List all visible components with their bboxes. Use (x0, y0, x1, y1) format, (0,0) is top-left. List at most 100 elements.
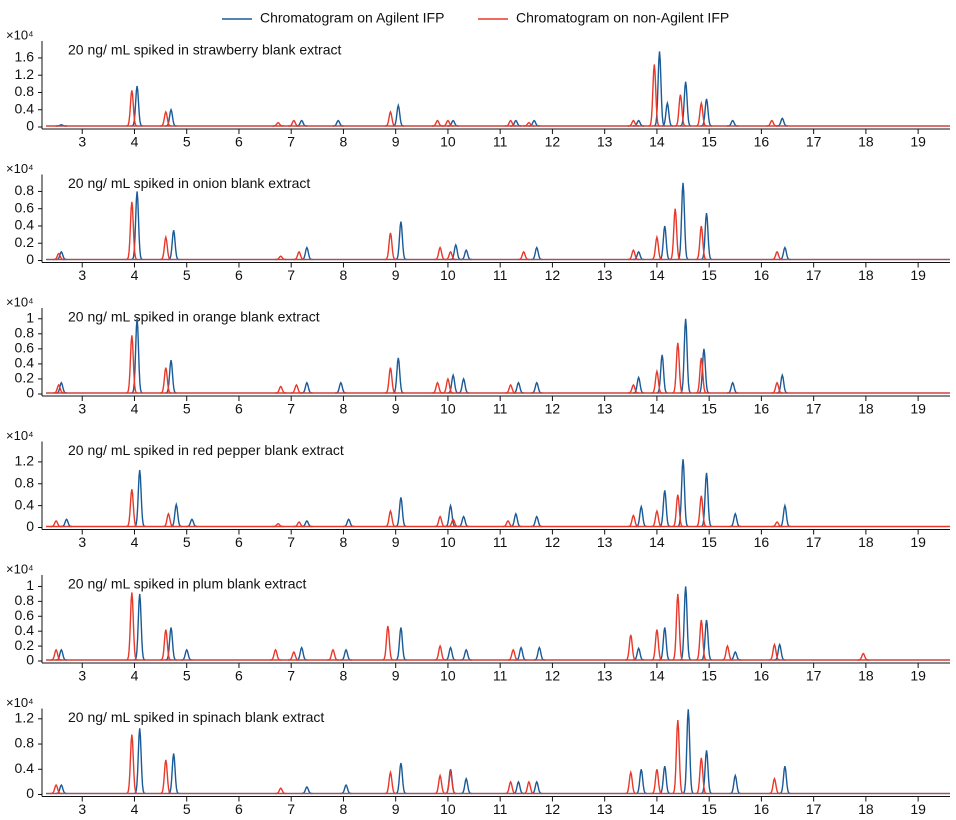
x-tick-label: 19 (910, 267, 926, 283)
peak (293, 521, 305, 528)
peak (779, 245, 791, 261)
x-tick-label: 5 (183, 401, 191, 417)
peak (659, 765, 671, 795)
x-tick-label: 17 (806, 401, 822, 417)
peak (332, 119, 344, 127)
y-tick-label: 0 (26, 251, 34, 267)
peak (700, 98, 713, 127)
x-tick-label: 7 (287, 134, 295, 150)
x-tick-label: 9 (392, 801, 400, 815)
peak (384, 769, 397, 795)
peak (162, 512, 175, 528)
x-tick-label: 13 (597, 401, 613, 417)
multiplier: ×10⁴ (6, 695, 34, 710)
y-tick-label: 0 (26, 785, 34, 801)
peak (126, 90, 138, 127)
peak (679, 586, 692, 661)
x-tick-label: 17 (806, 267, 822, 283)
peak (531, 381, 543, 394)
peak (776, 117, 788, 127)
x-tick-label: 14 (649, 401, 665, 417)
peak (290, 383, 303, 394)
peak (343, 518, 355, 528)
peak (677, 182, 689, 261)
peak (695, 495, 707, 528)
y-tick-label: 0 (26, 518, 34, 534)
x-tick-label: 4 (131, 267, 139, 283)
x-tick-label: 15 (701, 668, 717, 684)
x-tick-label: 15 (701, 267, 717, 283)
peak (384, 367, 397, 394)
x-tick-label: 5 (183, 134, 191, 150)
x-tick-label: 4 (131, 534, 139, 550)
y-tick-label: 0.4 (15, 217, 35, 233)
y-tick-label: 0 (26, 118, 34, 134)
x-tick-label: 5 (183, 801, 191, 815)
peak (661, 100, 673, 127)
peak (301, 519, 313, 528)
x-tick-label: 6 (235, 267, 243, 283)
peak (275, 255, 287, 261)
peak (431, 119, 444, 127)
peak (515, 645, 527, 661)
x-tick-label: 12 (545, 267, 561, 283)
x-tick-label: 8 (340, 267, 348, 283)
x-tick-label: 5 (183, 534, 191, 550)
peak (700, 619, 713, 661)
peak (700, 750, 713, 795)
x-tick-label: 7 (287, 401, 295, 417)
peak (771, 381, 783, 394)
x-tick-label: 10 (440, 534, 456, 550)
x-tick-label: 18 (858, 401, 874, 417)
peak (434, 245, 446, 261)
peak (442, 377, 454, 394)
peak (533, 645, 545, 661)
x-tick-label: 10 (440, 801, 456, 815)
peak (447, 518, 459, 528)
peak (768, 776, 781, 795)
peak (301, 381, 313, 394)
x-tick-label: 12 (545, 534, 561, 550)
x-tick-label: 4 (131, 401, 139, 417)
x-tick-label: 10 (440, 401, 456, 417)
peak (53, 252, 65, 261)
peak (340, 783, 352, 795)
panel-title: 20 ng/ mL spiked in red pepper blank ext… (68, 442, 344, 458)
peak (382, 625, 394, 661)
peak (505, 780, 517, 795)
peak (301, 245, 313, 261)
x-tick-label: 3 (78, 267, 86, 283)
y-tick-label: 0.8 (15, 182, 35, 198)
peak (460, 776, 472, 795)
peak (627, 383, 640, 394)
y-tick-label: 0.8 (15, 735, 35, 751)
peak (126, 201, 138, 261)
y-tick-label: 0.4 (15, 760, 35, 776)
x-tick-label: 16 (754, 534, 770, 550)
x-tick-label: 15 (701, 801, 717, 815)
x-tick-label: 6 (235, 668, 243, 684)
peak (857, 652, 869, 661)
peak (510, 512, 522, 528)
peak (627, 248, 640, 261)
y-tick-label: 0.8 (15, 592, 35, 608)
x-tick-label: 17 (806, 801, 822, 815)
peak (160, 110, 172, 127)
multiplier: ×10⁴ (6, 27, 34, 42)
peak (695, 100, 707, 127)
y-tick-label: 0.4 (15, 100, 35, 116)
x-tick-label: 12 (545, 401, 561, 417)
peak (659, 225, 671, 261)
peak (523, 121, 535, 127)
peak (695, 357, 707, 394)
peak (679, 81, 692, 127)
peak (460, 248, 472, 261)
x-tick-label: 14 (649, 801, 665, 815)
y-tick-label: 0.2 (15, 370, 35, 386)
peak (60, 518, 73, 528)
peak (126, 335, 138, 394)
peak (444, 645, 457, 661)
y-tick-label: 0.8 (15, 83, 35, 99)
x-tick-label: 6 (235, 134, 243, 150)
